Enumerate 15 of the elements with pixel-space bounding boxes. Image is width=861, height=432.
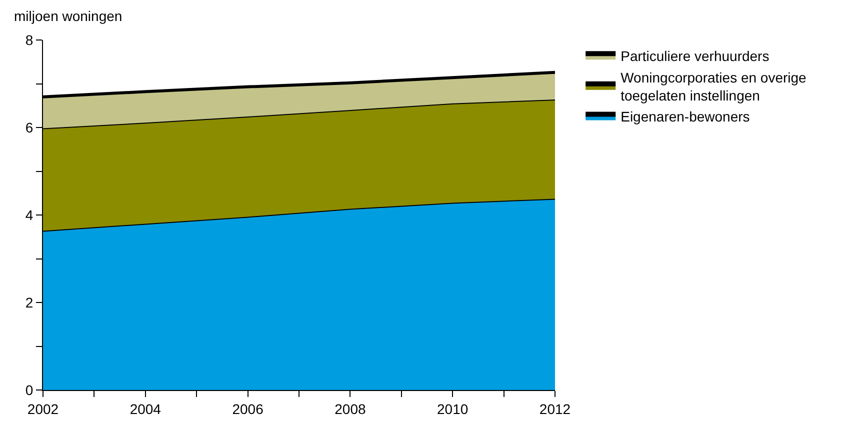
x-tick-label: 2004: [130, 400, 162, 417]
y-tick-label: 0: [25, 382, 34, 398]
y-tick-label: 2: [25, 294, 34, 310]
y-axis-title: miljoen woningen: [14, 8, 122, 24]
x-tick-label: 2006: [232, 400, 264, 417]
x-tick-label: 2012: [539, 400, 571, 417]
y-tick-label: 8: [25, 32, 34, 48]
legend-label: Eigenaren-bewoners: [620, 108, 750, 125]
x-tick-label: 2010: [437, 400, 468, 417]
x-tick-label: 2008: [334, 400, 366, 417]
x-tick-label: 2002: [27, 400, 59, 417]
legend-label: Woningcorporaties en overige toegelaten instellingen: [620, 69, 807, 104]
y-tick-label: 6: [25, 119, 34, 136]
legend-label: Particuliere verhuurders: [620, 48, 770, 64]
y-tick-label: 4: [25, 206, 34, 223]
